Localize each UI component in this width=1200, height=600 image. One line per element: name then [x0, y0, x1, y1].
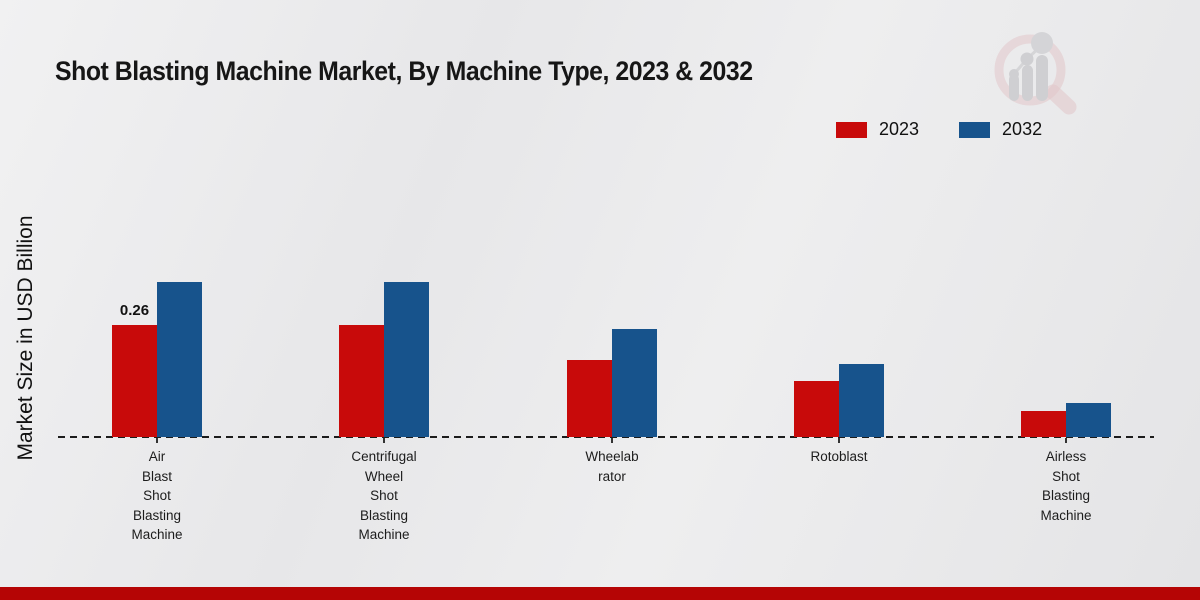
legend-swatch-2032-icon: [959, 121, 991, 138]
legend-item-2032: 2032: [959, 119, 1042, 140]
bar-2032-air-blast-shot-blasting-machine: [157, 282, 202, 437]
bar-2023-wheelabrator: [567, 360, 612, 437]
x-axis-dashed-baseline: [58, 436, 1154, 438]
x-axis-tick: [156, 438, 158, 443]
legend-label-2023: 2023: [879, 119, 920, 139]
bar-2032-rotoblast: [839, 364, 884, 437]
x-axis-tick: [383, 438, 385, 443]
footer-accent-strip: [0, 587, 1200, 600]
legend-item-2023: 2023: [836, 119, 919, 140]
chart-title: Shot Blasting Machine Market, By Machine…: [55, 56, 753, 87]
bar-2023-air-blast-shot-blasting-machine: [112, 325, 157, 437]
bar-2032-airless-shot-blasting-machine: [1066, 403, 1111, 437]
x-axis-tick: [611, 438, 613, 443]
x-axis-tick: [1065, 438, 1067, 443]
y-axis-label: Market Size in USD Billion: [14, 215, 37, 461]
x-axis-tick: [838, 438, 840, 443]
x-tick-label-rotoblast: Rotoblast: [810, 449, 868, 464]
bar-2023-airless-shot-blasting-machine: [1021, 411, 1066, 437]
x-tick-label-airless-shot-blasting-machine: Airless Shot Blasting Machine: [1040, 449, 1092, 523]
bar-2023-rotoblast: [794, 381, 839, 437]
x-tick-label-air-blast-shot-blasting-machine: Air Blast Shot Blasting Machine: [131, 449, 183, 542]
x-tick-label-wheelabrator: Wheelab rator: [585, 449, 639, 484]
legend: 2023 2032: [836, 119, 1042, 140]
legend-label-2032: 2032: [1002, 119, 1043, 139]
x-tick-label-centrifugal-wheel-shot-blasting-machine: Centrifugal Wheel Shot Blasting Machine: [351, 449, 417, 542]
legend-swatch-2023-icon: [836, 121, 867, 138]
bar-2032-centrifugal-wheel-shot-blasting-machine: [384, 282, 429, 437]
bar-2023-centrifugal-wheel-shot-blasting-machine: [339, 325, 384, 437]
bar-value-label: 0.26: [119, 302, 150, 319]
bar-2032-wheelabrator: [612, 329, 657, 437]
magnifier-bar-chart-logo-icon: [994, 32, 1077, 115]
